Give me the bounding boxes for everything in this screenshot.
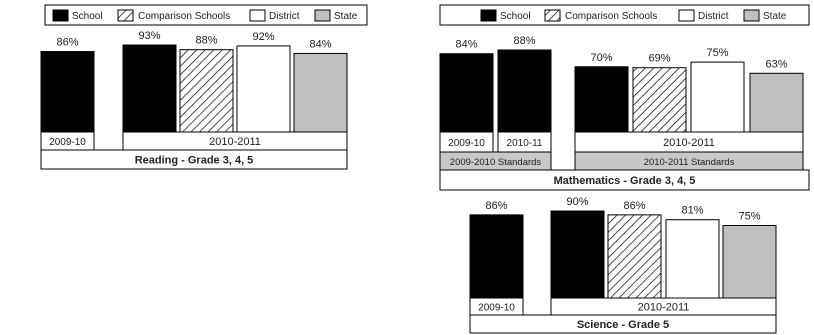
value-label-district-2010-2011: 92%	[252, 31, 274, 43]
legend-swatch-district	[249, 9, 266, 22]
bar-state-2010-2011	[293, 52, 348, 133]
bar-school-2010-2011	[550, 210, 605, 299]
value-label-state-2010-2011: 63%	[765, 58, 787, 70]
bar-school-2009-10	[40, 51, 95, 133]
value-label-school-2009-10: 84%	[455, 39, 477, 51]
legend-swatch-state	[314, 9, 331, 22]
standards-label: 2010-2011 Standards	[644, 157, 735, 168]
chart-title: Mathematics - Grade 3, 4, 5	[554, 175, 696, 187]
bar-state-2010-2011	[722, 225, 777, 299]
period-label: 2010-2011	[663, 137, 715, 149]
legend-label-district: District	[269, 11, 300, 22]
bar-school-2010-2011	[122, 44, 177, 133]
value-label-comparison-2010-2011: 69%	[648, 53, 670, 65]
legend-frame	[439, 4, 810, 26]
bar-state-2010-2011	[749, 72, 804, 133]
bar-school-2009-10	[439, 53, 494, 133]
legend-label-district: District	[698, 11, 729, 22]
chart-title: Science - Grade 5	[577, 319, 669, 331]
legend-label-comparison: Comparison Schools	[565, 11, 657, 22]
bar-school-2010-11	[497, 49, 552, 133]
period-label: 2010-2011	[638, 302, 690, 314]
bar-district-2010-2011	[665, 219, 720, 299]
value-label-school-2009-10: 86%	[56, 37, 78, 49]
value-label-state-2010-2011: 84%	[309, 38, 331, 50]
chart-mathematics: 84% 88% 70% 69% 75% 63% 2009-10 2010-11 2010-201…	[439, 35, 810, 191]
chart-reading: 86% 93% 88% 92% 84% 2009-10 2010-2011 Reading -…	[40, 30, 348, 170]
legend-1: School Comparison Schools District State	[44, 4, 368, 26]
bar-school-2009-10	[469, 214, 524, 299]
value-label-school-2010-2011: 70%	[590, 52, 612, 64]
bar-comparison-2010-2011	[632, 67, 687, 133]
value-label-district-2010-2011: 75%	[706, 47, 728, 59]
legend-label-comparison: Comparison Schools	[138, 11, 230, 22]
period-label: 2009-10	[448, 138, 485, 149]
legend-swatch-comparison	[544, 9, 561, 22]
value-label-comparison-2010-2011: 88%	[195, 35, 217, 47]
value-label-comparison-2010-2011: 86%	[623, 200, 645, 212]
value-label-school-2009-10: 86%	[485, 200, 507, 212]
value-label-state-2010-2011: 75%	[738, 211, 760, 223]
legend-label-school: School	[72, 11, 103, 22]
chart-title-box	[469, 314, 777, 334]
bar-district-2010-2011	[236, 45, 291, 133]
value-label-school-2010-2011: 93%	[138, 30, 160, 42]
bar-district-2010-2011	[690, 61, 745, 133]
legend-label-school: School	[500, 11, 531, 22]
period-label: 2009-10	[478, 303, 515, 314]
standards-label: 2009-2010 Standards	[450, 157, 542, 168]
chart-title-box	[439, 169, 810, 191]
value-label-district-2010-2011: 81%	[681, 205, 703, 217]
legend-swatch-school	[52, 9, 69, 22]
legend-2: School Comparison Schools District State	[439, 4, 810, 26]
chart-title: Reading - Grade 3, 4, 5	[135, 155, 254, 167]
legend-swatch-district	[678, 9, 695, 22]
legend-swatch-state	[743, 9, 760, 22]
bar-school-2010-2011	[574, 66, 629, 133]
legend-swatch-comparison	[117, 9, 134, 22]
period-label: 2010-11	[507, 138, 543, 149]
value-label-school-2010-11: 88%	[513, 35, 535, 47]
legend-label-state: State	[763, 11, 787, 22]
chart-title-box	[40, 149, 348, 170]
chart-science: 86% 90% 86% 81% 75% 2009-10 2010-2011 Science -…	[469, 196, 777, 334]
bar-comparison-2010-2011	[179, 49, 234, 133]
value-label-school-2010-2011: 90%	[566, 196, 588, 208]
period-label: 2009-10	[49, 137, 86, 148]
bar-comparison-2010-2011	[607, 214, 662, 299]
legend-swatch-school	[480, 9, 497, 22]
legend-label-state: State	[334, 11, 358, 22]
period-label: 2010-2011	[209, 136, 261, 148]
